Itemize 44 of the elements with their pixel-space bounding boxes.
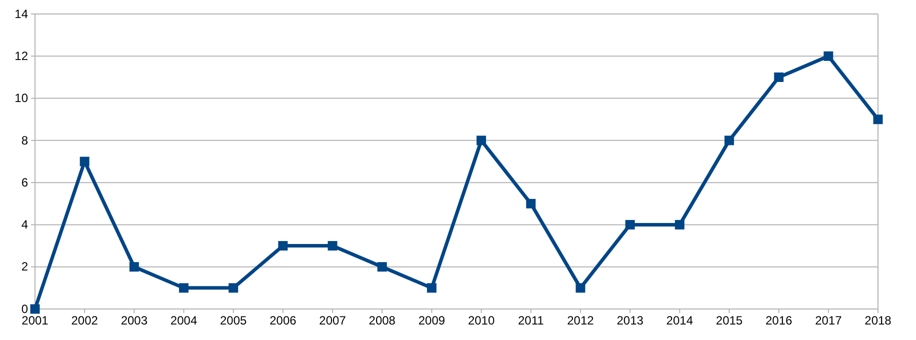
point <box>724 136 734 146</box>
x-tick-label: 2016 <box>765 314 792 328</box>
point <box>774 72 784 82</box>
x-tick-label: 2017 <box>815 314 842 328</box>
y-tick-label: 12 <box>14 48 28 63</box>
x-tick-label: 2007 <box>319 314 346 328</box>
x-tick-label: 2005 <box>220 314 248 328</box>
x-tick-label: 2004 <box>170 314 198 328</box>
point <box>824 51 834 61</box>
x-tick-label: 2002 <box>71 314 98 328</box>
x-tick-label: 2015 <box>716 314 743 328</box>
y-tick-label: 2 <box>21 260 28 274</box>
x-tick-label: 2003 <box>120 314 148 328</box>
x-tick-label: 2018 <box>864 314 892 328</box>
point <box>179 283 189 293</box>
point <box>30 304 40 314</box>
point <box>426 283 436 293</box>
x-tick-label: 2006 <box>270 314 297 328</box>
point <box>873 114 883 124</box>
x-tick-label: 2001 <box>22 314 49 328</box>
x-tick-label: 2013 <box>616 314 644 328</box>
x-tick-label: 2014 <box>666 314 694 328</box>
point <box>80 156 90 166</box>
x-tick-label: 2010 <box>468 314 495 328</box>
x-tick-label: 2009 <box>418 314 446 328</box>
y-tick-label: 10 <box>14 91 28 106</box>
y-tick-label: 14 <box>14 6 28 21</box>
x-tick-label: 2011 <box>518 314 544 328</box>
point <box>625 220 635 230</box>
x-tick-label: 2008 <box>368 314 396 328</box>
point <box>526 198 536 208</box>
point <box>476 136 486 146</box>
point <box>228 283 238 293</box>
point <box>328 241 338 251</box>
point <box>674 220 684 230</box>
x-tick-label: 2012 <box>567 314 594 328</box>
point <box>377 262 387 272</box>
y-tick-label: 0 <box>21 302 28 316</box>
point <box>129 262 139 272</box>
y-tick-label: 6 <box>21 175 28 190</box>
y-tick-label: 4 <box>21 218 28 232</box>
y-tick-label: 8 <box>21 133 28 148</box>
point <box>278 241 288 251</box>
point <box>576 283 586 293</box>
